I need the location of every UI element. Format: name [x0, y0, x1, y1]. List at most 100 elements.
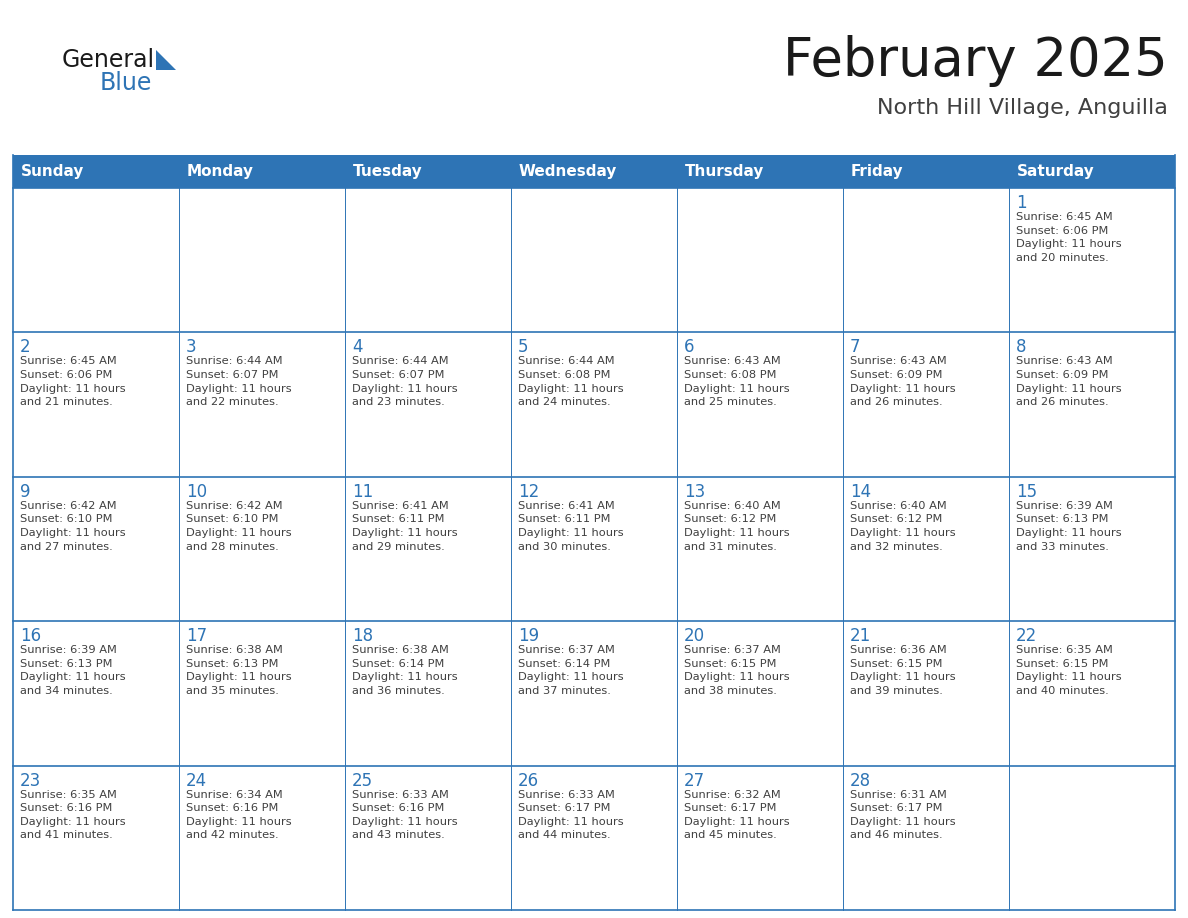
Bar	[843, 621, 1009, 766]
Text: 5: 5	[518, 339, 529, 356]
Text: Sunrise: 6:41 AM
Sunset: 6:11 PM
Daylight: 11 hours
and 29 minutes.: Sunrise: 6:41 AM Sunset: 6:11 PM Dayligh…	[352, 501, 457, 552]
Bar	[345, 621, 511, 766]
Text: 17: 17	[187, 627, 207, 645]
Text: Sunrise: 6:43 AM
Sunset: 6:08 PM
Daylight: 11 hours
and 25 minutes.: Sunrise: 6:43 AM Sunset: 6:08 PM Dayligh…	[684, 356, 790, 408]
Bar	[345, 332, 511, 476]
Bar	[1009, 155, 1175, 188]
Polygon shape	[156, 50, 176, 70]
Text: 9: 9	[20, 483, 31, 501]
Text: North Hill Village, Anguilla: North Hill Village, Anguilla	[877, 98, 1168, 118]
Bar	[1009, 766, 1175, 910]
Text: Monday: Monday	[187, 164, 254, 179]
Text: 16: 16	[20, 627, 42, 645]
Text: Sunrise: 6:33 AM
Sunset: 6:16 PM
Daylight: 11 hours
and 43 minutes.: Sunrise: 6:33 AM Sunset: 6:16 PM Dayligh…	[352, 789, 457, 840]
Text: 19: 19	[518, 627, 539, 645]
Text: General: General	[62, 48, 156, 72]
Bar	[179, 188, 345, 332]
Text: Sunrise: 6:37 AM
Sunset: 6:15 PM
Daylight: 11 hours
and 38 minutes.: Sunrise: 6:37 AM Sunset: 6:15 PM Dayligh…	[684, 645, 790, 696]
Text: 25: 25	[352, 772, 373, 789]
Bar	[345, 766, 511, 910]
Bar	[677, 188, 843, 332]
Text: 13: 13	[684, 483, 706, 501]
Text: Sunrise: 6:42 AM
Sunset: 6:10 PM
Daylight: 11 hours
and 28 minutes.: Sunrise: 6:42 AM Sunset: 6:10 PM Dayligh…	[187, 501, 291, 552]
Bar	[13, 188, 179, 332]
Text: Blue: Blue	[100, 71, 152, 95]
Bar	[677, 476, 843, 621]
Bar	[511, 332, 677, 476]
Bar	[345, 188, 511, 332]
Bar	[179, 766, 345, 910]
Text: Sunrise: 6:36 AM
Sunset: 6:15 PM
Daylight: 11 hours
and 39 minutes.: Sunrise: 6:36 AM Sunset: 6:15 PM Dayligh…	[849, 645, 955, 696]
Bar	[677, 155, 843, 188]
Bar	[345, 155, 511, 188]
Text: 20: 20	[684, 627, 706, 645]
Bar	[677, 621, 843, 766]
Text: Sunrise: 6:42 AM
Sunset: 6:10 PM
Daylight: 11 hours
and 27 minutes.: Sunrise: 6:42 AM Sunset: 6:10 PM Dayligh…	[20, 501, 126, 552]
Text: 7: 7	[849, 339, 860, 356]
Bar	[511, 155, 677, 188]
Text: 8: 8	[1016, 339, 1026, 356]
Bar	[843, 332, 1009, 476]
Text: Sunrise: 6:38 AM
Sunset: 6:13 PM
Daylight: 11 hours
and 35 minutes.: Sunrise: 6:38 AM Sunset: 6:13 PM Dayligh…	[187, 645, 291, 696]
Text: 6: 6	[684, 339, 695, 356]
Text: Thursday: Thursday	[685, 164, 764, 179]
Text: 22: 22	[1016, 627, 1037, 645]
Text: Wednesday: Wednesday	[519, 164, 618, 179]
Text: Sunrise: 6:37 AM
Sunset: 6:14 PM
Daylight: 11 hours
and 37 minutes.: Sunrise: 6:37 AM Sunset: 6:14 PM Dayligh…	[518, 645, 624, 696]
Text: Sunday: Sunday	[21, 164, 84, 179]
Bar	[843, 766, 1009, 910]
Text: 1: 1	[1016, 194, 1026, 212]
Text: Sunrise: 6:45 AM
Sunset: 6:06 PM
Daylight: 11 hours
and 20 minutes.: Sunrise: 6:45 AM Sunset: 6:06 PM Dayligh…	[1016, 212, 1121, 263]
Text: 14: 14	[849, 483, 871, 501]
Text: Friday: Friday	[851, 164, 904, 179]
Text: 21: 21	[849, 627, 871, 645]
Bar	[1009, 476, 1175, 621]
Text: 2: 2	[20, 339, 31, 356]
Bar	[13, 332, 179, 476]
Text: February 2025: February 2025	[783, 35, 1168, 87]
Text: Sunrise: 6:40 AM
Sunset: 6:12 PM
Daylight: 11 hours
and 32 minutes.: Sunrise: 6:40 AM Sunset: 6:12 PM Dayligh…	[849, 501, 955, 552]
Text: 3: 3	[187, 339, 197, 356]
Text: Sunrise: 6:34 AM
Sunset: 6:16 PM
Daylight: 11 hours
and 42 minutes.: Sunrise: 6:34 AM Sunset: 6:16 PM Dayligh…	[187, 789, 291, 840]
Bar	[13, 155, 179, 188]
Bar	[511, 766, 677, 910]
Text: Sunrise: 6:39 AM
Sunset: 6:13 PM
Daylight: 11 hours
and 34 minutes.: Sunrise: 6:39 AM Sunset: 6:13 PM Dayligh…	[20, 645, 126, 696]
Text: 28: 28	[849, 772, 871, 789]
Text: Sunrise: 6:44 AM
Sunset: 6:07 PM
Daylight: 11 hours
and 22 minutes.: Sunrise: 6:44 AM Sunset: 6:07 PM Dayligh…	[187, 356, 291, 408]
Bar	[511, 621, 677, 766]
Text: 23: 23	[20, 772, 42, 789]
Text: 4: 4	[352, 339, 362, 356]
Text: Sunrise: 6:44 AM
Sunset: 6:08 PM
Daylight: 11 hours
and 24 minutes.: Sunrise: 6:44 AM Sunset: 6:08 PM Dayligh…	[518, 356, 624, 408]
Text: 24: 24	[187, 772, 207, 789]
Bar	[843, 476, 1009, 621]
Text: Sunrise: 6:45 AM
Sunset: 6:06 PM
Daylight: 11 hours
and 21 minutes.: Sunrise: 6:45 AM Sunset: 6:06 PM Dayligh…	[20, 356, 126, 408]
Text: Sunrise: 6:35 AM
Sunset: 6:15 PM
Daylight: 11 hours
and 40 minutes.: Sunrise: 6:35 AM Sunset: 6:15 PM Dayligh…	[1016, 645, 1121, 696]
Text: 10: 10	[187, 483, 207, 501]
Bar	[1009, 188, 1175, 332]
Text: 26: 26	[518, 772, 539, 789]
Text: Tuesday: Tuesday	[353, 164, 423, 179]
Bar	[345, 476, 511, 621]
Bar	[179, 621, 345, 766]
Text: Sunrise: 6:33 AM
Sunset: 6:17 PM
Daylight: 11 hours
and 44 minutes.: Sunrise: 6:33 AM Sunset: 6:17 PM Dayligh…	[518, 789, 624, 840]
Text: Sunrise: 6:41 AM
Sunset: 6:11 PM
Daylight: 11 hours
and 30 minutes.: Sunrise: 6:41 AM Sunset: 6:11 PM Dayligh…	[518, 501, 624, 552]
Text: 27: 27	[684, 772, 706, 789]
Text: Sunrise: 6:32 AM
Sunset: 6:17 PM
Daylight: 11 hours
and 45 minutes.: Sunrise: 6:32 AM Sunset: 6:17 PM Dayligh…	[684, 789, 790, 840]
Bar	[179, 155, 345, 188]
Text: Saturday: Saturday	[1017, 164, 1095, 179]
Bar	[13, 766, 179, 910]
Text: Sunrise: 6:35 AM
Sunset: 6:16 PM
Daylight: 11 hours
and 41 minutes.: Sunrise: 6:35 AM Sunset: 6:16 PM Dayligh…	[20, 789, 126, 840]
Text: Sunrise: 6:43 AM
Sunset: 6:09 PM
Daylight: 11 hours
and 26 minutes.: Sunrise: 6:43 AM Sunset: 6:09 PM Dayligh…	[849, 356, 955, 408]
Bar	[179, 332, 345, 476]
Text: Sunrise: 6:44 AM
Sunset: 6:07 PM
Daylight: 11 hours
and 23 minutes.: Sunrise: 6:44 AM Sunset: 6:07 PM Dayligh…	[352, 356, 457, 408]
Bar	[843, 155, 1009, 188]
Text: 15: 15	[1016, 483, 1037, 501]
Bar	[843, 188, 1009, 332]
Bar	[179, 476, 345, 621]
Bar	[677, 332, 843, 476]
Text: Sunrise: 6:40 AM
Sunset: 6:12 PM
Daylight: 11 hours
and 31 minutes.: Sunrise: 6:40 AM Sunset: 6:12 PM Dayligh…	[684, 501, 790, 552]
Bar	[511, 188, 677, 332]
Bar	[13, 476, 179, 621]
Text: 12: 12	[518, 483, 539, 501]
Bar	[1009, 621, 1175, 766]
